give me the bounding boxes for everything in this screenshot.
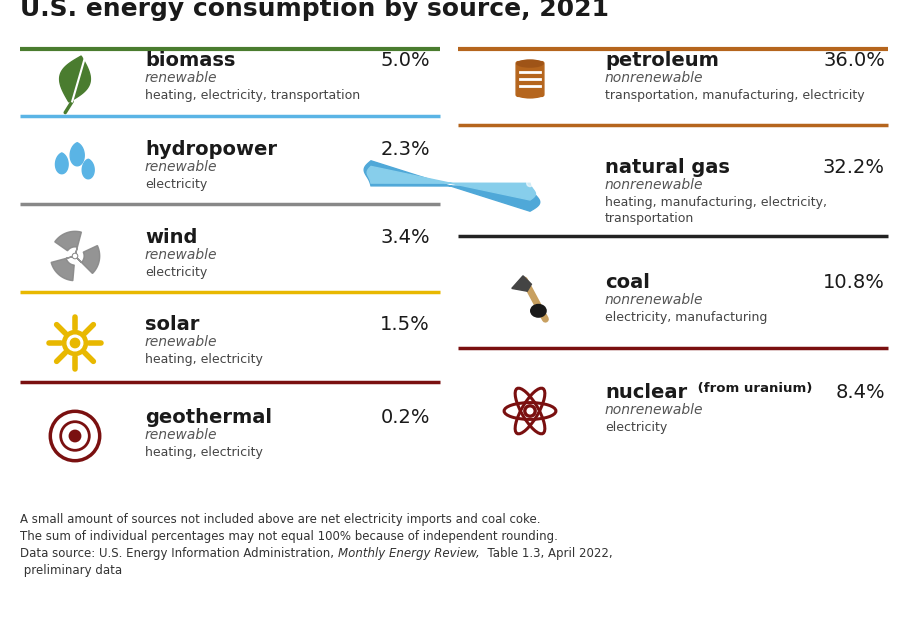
Text: Data source: U.S. Energy Information Administration,: Data source: U.S. Energy Information Adm… bbox=[20, 547, 338, 560]
Text: 8.4%: 8.4% bbox=[835, 383, 885, 402]
Polygon shape bbox=[59, 56, 90, 102]
Ellipse shape bbox=[516, 60, 544, 68]
Text: The sum of individual percentages may not equal 100% because of independent roun: The sum of individual percentages may no… bbox=[20, 530, 558, 543]
Circle shape bbox=[62, 330, 87, 355]
Text: U.S. energy consumption by source, 2021: U.S. energy consumption by source, 2021 bbox=[20, 0, 609, 21]
Text: nonrenewable: nonrenewable bbox=[605, 403, 704, 417]
Circle shape bbox=[70, 338, 80, 348]
Text: wind: wind bbox=[145, 228, 197, 247]
Polygon shape bbox=[75, 245, 100, 273]
Text: electricity: electricity bbox=[605, 421, 667, 434]
Polygon shape bbox=[364, 161, 540, 211]
Text: heating, electricity: heating, electricity bbox=[145, 353, 263, 366]
Text: 0.2%: 0.2% bbox=[381, 408, 430, 427]
Circle shape bbox=[68, 335, 83, 351]
Polygon shape bbox=[51, 256, 75, 281]
Text: renewable: renewable bbox=[145, 248, 218, 262]
Text: 2.3%: 2.3% bbox=[381, 140, 430, 159]
Text: petroleum: petroleum bbox=[605, 51, 719, 70]
Circle shape bbox=[72, 253, 77, 258]
Text: A small amount of sources not included above are net electricity imports and coa: A small amount of sources not included a… bbox=[20, 513, 541, 526]
Text: renewable: renewable bbox=[145, 428, 218, 442]
Circle shape bbox=[74, 255, 76, 258]
Text: renewable: renewable bbox=[145, 160, 218, 174]
Text: heating, manufacturing, electricity,
transportation: heating, manufacturing, electricity, tra… bbox=[605, 196, 827, 225]
Text: nonrenewable: nonrenewable bbox=[605, 178, 704, 192]
Text: heating, electricity, transportation: heating, electricity, transportation bbox=[145, 89, 360, 102]
Circle shape bbox=[527, 408, 533, 414]
Polygon shape bbox=[512, 276, 531, 291]
Circle shape bbox=[526, 180, 534, 186]
Text: 1.5%: 1.5% bbox=[380, 315, 430, 334]
Text: solar: solar bbox=[145, 315, 200, 334]
Ellipse shape bbox=[516, 60, 544, 68]
Text: nuclear: nuclear bbox=[605, 383, 687, 402]
Text: coal: coal bbox=[605, 273, 650, 292]
Ellipse shape bbox=[530, 304, 547, 318]
Text: transportation, manufacturing, electricity: transportation, manufacturing, electrici… bbox=[605, 89, 865, 102]
Text: nonrenewable: nonrenewable bbox=[605, 293, 704, 307]
Text: renewable: renewable bbox=[145, 71, 218, 85]
Text: (from uranium): (from uranium) bbox=[693, 382, 813, 395]
Text: 5.0%: 5.0% bbox=[381, 51, 430, 70]
Text: 3.4%: 3.4% bbox=[381, 228, 430, 247]
Text: preliminary data: preliminary data bbox=[20, 564, 122, 577]
Text: electricity: electricity bbox=[145, 266, 207, 279]
Polygon shape bbox=[70, 143, 85, 166]
Text: hydropower: hydropower bbox=[145, 140, 277, 159]
Text: Monthly Energy Review,: Monthly Energy Review, bbox=[338, 547, 480, 560]
Text: nonrenewable: nonrenewable bbox=[605, 71, 704, 85]
Text: 10.8%: 10.8% bbox=[824, 273, 885, 292]
Text: renewable: renewable bbox=[145, 335, 218, 349]
Polygon shape bbox=[82, 159, 94, 179]
Ellipse shape bbox=[516, 90, 544, 99]
Text: heating, electricity: heating, electricity bbox=[145, 446, 263, 459]
FancyBboxPatch shape bbox=[516, 61, 544, 96]
Text: 36.0%: 36.0% bbox=[824, 51, 885, 70]
Polygon shape bbox=[56, 153, 68, 174]
Circle shape bbox=[69, 430, 81, 442]
Polygon shape bbox=[55, 231, 81, 256]
Text: electricity: electricity bbox=[145, 178, 207, 191]
Text: 32.2%: 32.2% bbox=[823, 158, 885, 177]
Text: electricity, manufacturing: electricity, manufacturing bbox=[605, 311, 768, 324]
Text: natural gas: natural gas bbox=[605, 158, 730, 177]
Text: geothermal: geothermal bbox=[145, 408, 272, 427]
Text: biomass: biomass bbox=[145, 51, 236, 70]
Polygon shape bbox=[367, 166, 536, 200]
Text: Table 1.3, April 2022,: Table 1.3, April 2022, bbox=[480, 547, 612, 560]
Circle shape bbox=[524, 405, 536, 417]
